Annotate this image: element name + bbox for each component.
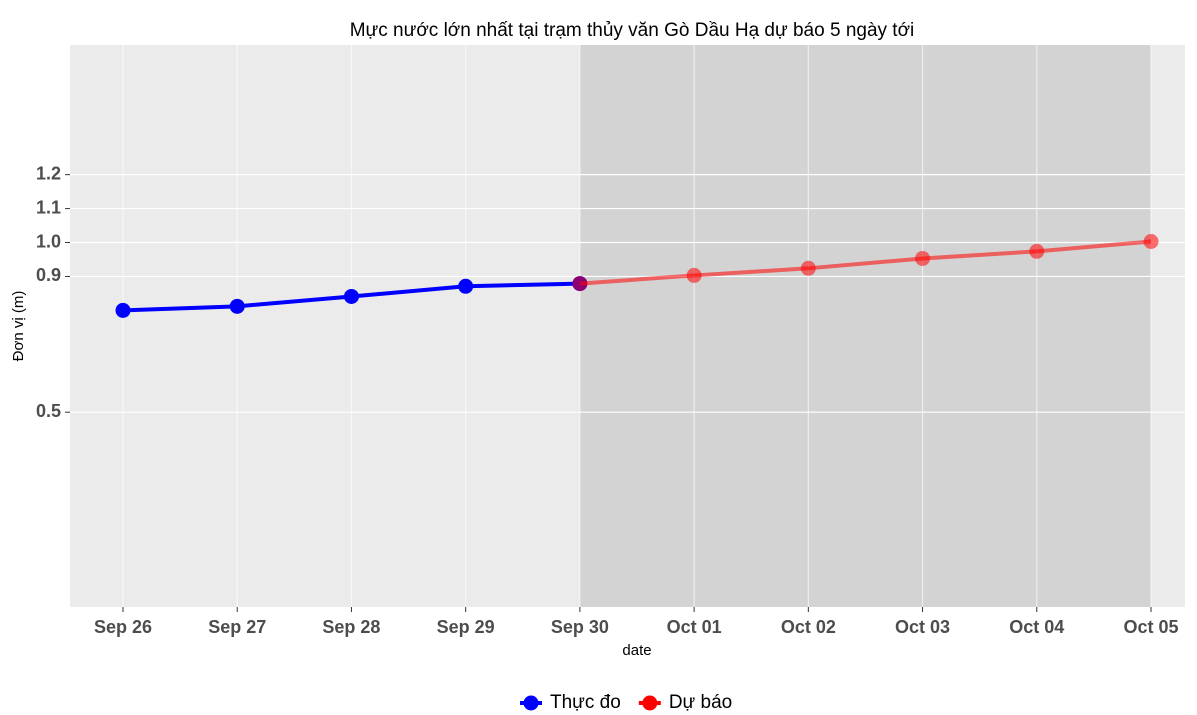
- x-tick-label: Oct 05: [1123, 617, 1178, 637]
- chart-title: Mực nước lớn nhất tại trạm thủy văn Gò D…: [350, 20, 915, 41]
- forecast-region: [579, 45, 1151, 607]
- data-point: [115, 302, 131, 318]
- x-tick-label: Oct 03: [895, 617, 950, 637]
- data-point: [915, 250, 931, 266]
- x-tick-label: Sep 27: [208, 617, 266, 637]
- x-tick-label: Oct 02: [781, 617, 836, 637]
- x-tick-label: Sep 28: [322, 617, 380, 637]
- data-point: [800, 260, 816, 276]
- data-point: [458, 278, 474, 294]
- legend-label: Thực đo: [550, 692, 621, 713]
- data-point: [1143, 233, 1159, 249]
- legend-key-point: [523, 695, 539, 711]
- y-axis-label: Đơn vị (m): [10, 291, 27, 362]
- data-point: [1029, 243, 1045, 259]
- y-tick-label: 1.1: [36, 197, 61, 217]
- data-point: [686, 267, 702, 283]
- data-point: [229, 298, 245, 314]
- x-tick-label: Sep 26: [94, 617, 152, 637]
- legend-key-point: [642, 695, 658, 711]
- data-point: [343, 288, 359, 304]
- data-point: [572, 276, 588, 292]
- x-tick-label: Oct 01: [667, 617, 722, 637]
- y-tick-label: 0.9: [36, 265, 61, 285]
- legend: Thực đo Dự báo: [520, 692, 732, 713]
- legend-label: Dự báo: [669, 692, 732, 713]
- y-tick-label: 0.5: [36, 401, 61, 421]
- x-tick-label: Oct 04: [1009, 617, 1064, 637]
- y-tick-label: 1.0: [36, 231, 61, 251]
- x-axis-label: date: [622, 642, 651, 659]
- x-tick-label: Sep 30: [551, 617, 609, 637]
- x-tick-label: Sep 29: [437, 617, 495, 637]
- y-tick-label: 1.2: [36, 163, 61, 183]
- series-line: [579, 239, 1152, 286]
